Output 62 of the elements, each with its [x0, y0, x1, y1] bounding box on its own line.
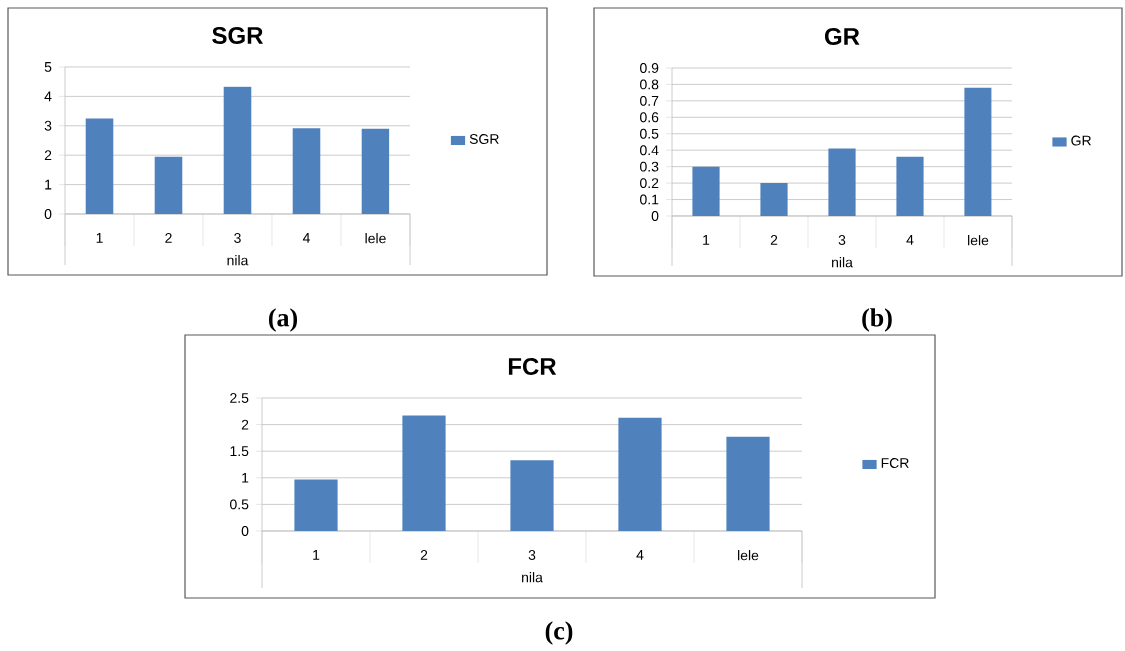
- y-tick-label: 2: [44, 150, 52, 161]
- x-axis-title: nila: [832, 257, 853, 268]
- legend-label: FCR: [881, 458, 909, 468]
- legend-label: GR: [1071, 135, 1091, 146]
- chart-title: SGR: [212, 26, 264, 44]
- x-tick-label: 4: [302, 233, 310, 243]
- bar: [85, 118, 114, 214]
- y-tick-label: 1: [242, 472, 249, 483]
- y-tick-label: 0.4: [640, 145, 659, 156]
- bar: [618, 417, 662, 531]
- text: (c): [545, 621, 573, 645]
- y-tick-label: 2: [241, 419, 249, 430]
- y-tick-label: 0.7: [640, 95, 659, 106]
- x-tick-label: 1: [703, 235, 710, 245]
- y-tick-label: 1: [45, 179, 52, 190]
- y-tick-label: 0.5: [230, 499, 249, 510]
- y-tick-label: 0.5: [640, 128, 659, 139]
- bar: [692, 166, 720, 216]
- x-axis-title: nila: [227, 255, 249, 266]
- x-tick-label: lele: [365, 233, 386, 244]
- y-tick-label: 0.2: [640, 178, 659, 189]
- bar: [896, 156, 924, 216]
- y-tick-label: 3: [44, 120, 52, 131]
- y-tick-label: 0.9: [640, 63, 659, 73]
- x-tick-label: lele: [968, 235, 989, 246]
- y-tick-label: 0: [651, 211, 659, 221]
- bar: [726, 436, 770, 531]
- bar: [292, 128, 321, 214]
- y-tick-label: 0: [241, 526, 249, 536]
- chart-title: GR: [824, 27, 860, 45]
- y-tick-label: 2.5: [230, 393, 249, 403]
- y-tick-label: 5: [44, 62, 52, 72]
- x-tick-label: 1: [96, 233, 103, 243]
- y-tick-label: 4: [44, 91, 52, 102]
- x-tick-label: 2: [420, 550, 428, 560]
- bar: [760, 183, 788, 216]
- text: (b): [862, 308, 892, 332]
- x-tick-label: 4: [906, 235, 914, 245]
- text: (a): [268, 308, 298, 332]
- chart-title: FCR: [508, 357, 557, 375]
- x-tick-label: 1: [313, 550, 320, 560]
- y-tick-label: 0.8: [640, 79, 659, 90]
- bar: [510, 460, 554, 531]
- bar: [154, 156, 183, 214]
- bar: [964, 87, 992, 216]
- y-tick-label: 0: [44, 209, 52, 219]
- bar: [402, 415, 446, 531]
- bar: [828, 148, 856, 216]
- y-tick-label: 0.6: [640, 112, 659, 123]
- bar: [223, 86, 252, 214]
- bar: [361, 128, 390, 214]
- y-tick-label: 0.3: [640, 161, 659, 172]
- x-tick-label: 2: [770, 235, 778, 245]
- x-tick-label: 3: [838, 235, 846, 245]
- y-tick-label: 1.5: [230, 446, 249, 457]
- legend-label: SGR: [469, 134, 499, 144]
- x-tick-label: 3: [528, 550, 536, 560]
- x-axis-title: nila: [522, 572, 543, 583]
- y-tick-label: 0.1: [640, 194, 659, 205]
- x-tick-label: 2: [165, 233, 172, 243]
- x-tick-label: lele: [738, 550, 759, 561]
- bar: [294, 479, 338, 531]
